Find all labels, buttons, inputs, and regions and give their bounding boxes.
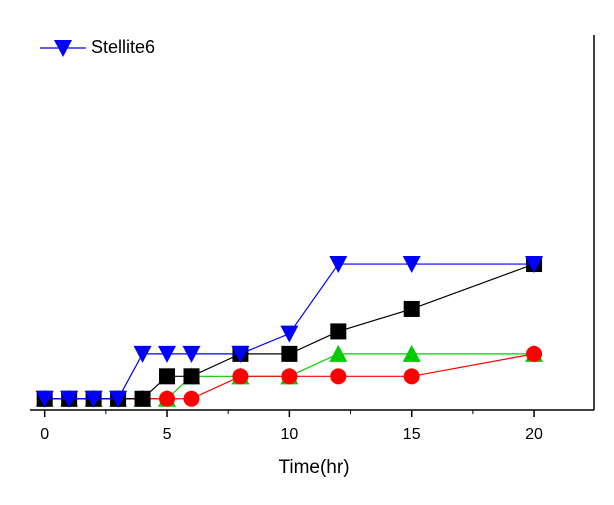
data-point: [281, 345, 298, 362]
data-point: [329, 344, 348, 362]
data-point: [133, 345, 152, 363]
x-tick-label: 20: [525, 426, 543, 443]
x-axis-label: Time(hr): [278, 457, 349, 478]
x-tick-label: 15: [403, 426, 421, 443]
data-point: [159, 368, 176, 385]
legend-label: Stellite6: [91, 37, 155, 57]
data-point: [182, 345, 201, 363]
data-point: [280, 325, 299, 343]
data-point: [109, 390, 128, 408]
data-point: [231, 345, 250, 363]
legend-marker: [54, 40, 72, 57]
data-point: [330, 323, 347, 340]
data-point: [403, 300, 420, 317]
data-point: [525, 256, 544, 274]
data-point: [84, 390, 103, 408]
x-tick-label: 10: [280, 426, 298, 443]
data-point: [232, 368, 249, 385]
data-point: [183, 368, 200, 385]
x-tick-label: 5: [163, 426, 172, 443]
data-point: [526, 345, 543, 362]
data-point: [329, 256, 348, 274]
data-point: [158, 345, 177, 363]
data-point: [183, 390, 200, 407]
data-point: [330, 368, 347, 385]
data-point: [134, 390, 151, 407]
data-point: [60, 390, 79, 408]
data-point: [402, 344, 421, 362]
data-point: [403, 368, 420, 385]
data-point: [402, 256, 421, 274]
data-point: [35, 390, 54, 408]
x-tick-label: 0: [40, 426, 49, 443]
data-point: [159, 390, 176, 407]
data-point: [281, 368, 298, 385]
